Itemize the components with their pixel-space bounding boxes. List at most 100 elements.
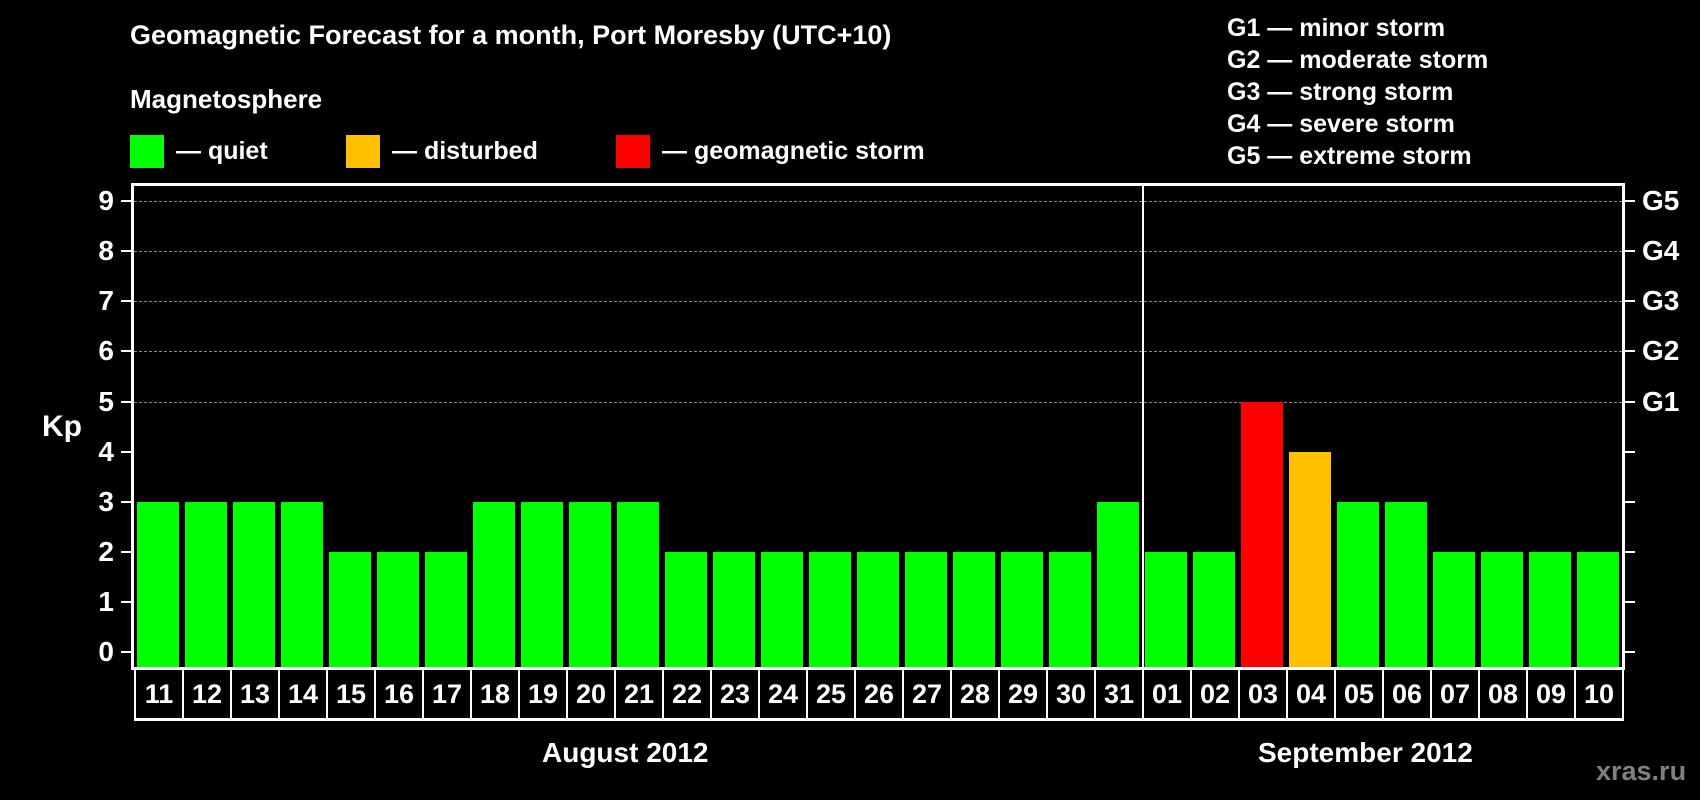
bar-04 [1289, 451, 1331, 667]
legend-storm: — geomagnetic storm [616, 134, 925, 168]
y-tick-left [121, 350, 132, 353]
date-cell: 30 [1046, 670, 1094, 718]
bar-11 [137, 501, 179, 667]
bar-09 [1529, 551, 1571, 667]
g-level-label: G3 [1642, 285, 1680, 317]
date-cell: 28 [950, 670, 998, 718]
date-cell: 16 [374, 670, 422, 718]
grid-line [134, 251, 1622, 253]
date-cell: 24 [758, 670, 806, 718]
legend-disturbed: — disturbed [346, 134, 538, 168]
bar-12 [185, 501, 227, 667]
y-tick-right [1624, 651, 1635, 653]
date-cell: 08 [1478, 670, 1526, 718]
date-cell: 07 [1430, 670, 1478, 718]
grid-line [134, 301, 1622, 303]
y-tick-label: 5 [98, 385, 114, 417]
bar-29 [1001, 551, 1043, 667]
date-cell: 12 [182, 670, 230, 718]
bar-05 [1337, 501, 1379, 667]
g-scale-legend: G1 — minor storm G2 — moderate storm G3 … [1227, 12, 1488, 172]
chart-subtitle: Magnetosphere [130, 84, 323, 114]
g-scale-item: G2 — moderate storm [1227, 46, 1489, 74]
bar-19 [521, 501, 563, 667]
date-cell: 23 [710, 670, 758, 718]
date-cell: 06 [1382, 670, 1430, 718]
bar-25 [809, 551, 851, 667]
date-cell: 02 [1190, 670, 1238, 718]
y-tick-label: 2 [98, 535, 114, 567]
bar-06 [1385, 501, 1427, 667]
bar-30 [1049, 551, 1091, 667]
legend-swatch-quiet [130, 134, 164, 168]
bar-26 [857, 551, 899, 667]
legend-swatch-disturbed [346, 134, 380, 168]
y-tick-left [121, 600, 132, 603]
date-cell: 26 [854, 670, 902, 718]
g-scale-item: G4 — severe storm [1227, 110, 1455, 138]
bar-series [134, 186, 1622, 667]
bar-16 [377, 551, 419, 667]
chart-title: Geomagnetic Forecast for a month, Port M… [130, 20, 892, 50]
date-cell: 14 [278, 670, 326, 718]
bar-08 [1481, 551, 1523, 667]
watermark: xras.ru [1596, 756, 1687, 786]
bar-24 [761, 551, 803, 667]
bar-22 [665, 551, 707, 667]
bar-17 [425, 551, 467, 667]
y-tick-right [1624, 550, 1635, 553]
bar-28 [953, 551, 995, 667]
g-level-label: G2 [1642, 335, 1680, 367]
date-cell: 05 [1334, 670, 1382, 718]
x-axis-dates: 11 12 13 14 15 16 17 18 19 20 21 22 23 24 25 26 27 28 29 30… [134, 670, 1624, 721]
bar-31 [1097, 501, 1139, 667]
legend-label-quiet: — quiet [176, 136, 268, 165]
bar-03 [1241, 401, 1283, 667]
month-label-august: August 2012 [542, 737, 709, 768]
bar-13 [233, 501, 275, 667]
y-tick-label: 3 [98, 485, 114, 517]
date-cell: 20 [566, 670, 614, 718]
y-tick-left [121, 651, 132, 653]
date-cell: 04 [1286, 670, 1334, 718]
g-scale-item: G1 — minor storm [1227, 14, 1446, 42]
date-cell: 31 [1094, 670, 1142, 718]
y-tick-right [1624, 500, 1635, 503]
date-cell: 01 [1142, 670, 1190, 718]
bar-15 [329, 551, 371, 667]
y-tick-label: 4 [98, 435, 114, 467]
y-tick-label: 8 [98, 235, 114, 267]
month-divider [1142, 183, 1144, 718]
date-cell: 15 [326, 670, 374, 718]
date-cell: 27 [902, 670, 950, 718]
date-cell: 03 [1238, 670, 1286, 718]
legend-label-storm: — geomagnetic storm [662, 136, 925, 165]
bar-27 [905, 551, 947, 667]
grid-line [134, 351, 1622, 353]
date-cell: 21 [614, 670, 662, 718]
grid-line [134, 401, 1622, 403]
date-cell: 09 [1526, 670, 1574, 718]
bar-23 [713, 551, 755, 667]
g-level-label: G4 [1642, 235, 1680, 267]
bar-07 [1433, 551, 1475, 667]
y-axis-label: Kp [42, 410, 82, 443]
g-scale-item: G5 — extreme storm [1227, 142, 1472, 170]
y-tick-left [121, 200, 132, 203]
legend-swatch-storm [616, 134, 650, 168]
y-tick-left [121, 400, 132, 403]
y-tick-label: 1 [98, 585, 114, 617]
plot-area [131, 183, 1625, 670]
bar-02 [1193, 551, 1235, 667]
y-tick-label: 6 [98, 335, 114, 367]
bar-14 [281, 501, 323, 667]
g-scale-item: G3 — strong storm [1227, 78, 1454, 106]
date-cell: 10 [1574, 670, 1624, 718]
y-tick-right [1624, 300, 1635, 303]
bar-01 [1145, 551, 1187, 667]
month-label-september: September 2012 [1258, 737, 1473, 768]
y-tick-left [121, 550, 132, 553]
y-tick-left [121, 250, 132, 253]
y-tick-label: 9 [98, 185, 114, 217]
bar-10 [1577, 551, 1619, 667]
